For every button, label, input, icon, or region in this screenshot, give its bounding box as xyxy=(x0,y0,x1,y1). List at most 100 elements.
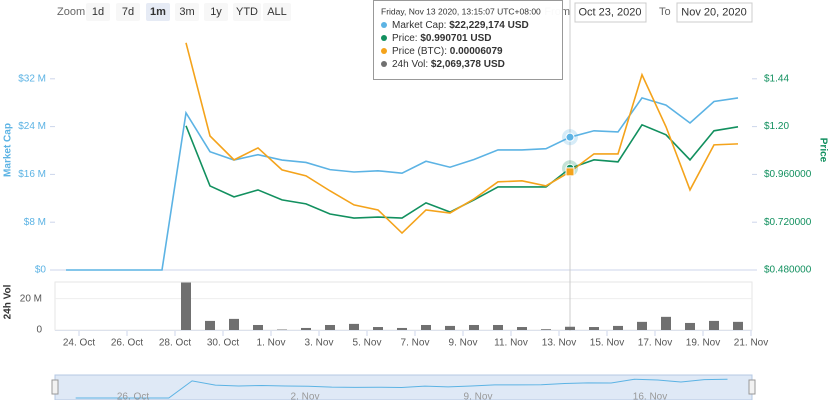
navigator-handle[interactable] xyxy=(51,379,59,395)
zoom-button-label[interactable]: 7d xyxy=(122,6,134,18)
zoom-button[interactable]: 1m xyxy=(146,3,170,21)
y2-tick-label: $0.960000 xyxy=(764,169,812,180)
volume-bar xyxy=(445,325,455,330)
to-label: To xyxy=(659,6,671,18)
tooltip-row: Price: $0.990701 USD xyxy=(392,33,492,44)
navigator-label: 26. Oct xyxy=(117,392,149,400)
zoom-button-label[interactable]: 1y xyxy=(210,6,222,18)
x-tick-label: 19. Nov xyxy=(686,338,720,349)
volume-bar xyxy=(517,327,527,330)
tooltip-label: Market Cap: xyxy=(392,20,449,31)
tooltip-label: Price (BTC): xyxy=(392,46,450,57)
zoom-button-bg[interactable] xyxy=(86,3,110,21)
volume-bar xyxy=(181,282,191,330)
volume-bar xyxy=(709,320,719,330)
series-line xyxy=(66,96,739,271)
x-tick-label: 26. Oct xyxy=(111,338,143,349)
navigator-label: 9. Nov xyxy=(464,392,493,400)
y2-tick-label: $1.20 xyxy=(764,121,789,132)
navigator[interactable]: 26. Oct 2. Nov 9. Nov 16. Nov xyxy=(51,374,756,400)
zoom-button-label[interactable]: 1m xyxy=(150,6,166,18)
zoom-button-bg[interactable] xyxy=(263,3,291,21)
x-tick-label: 21. Nov xyxy=(734,338,768,349)
zoom-button-label[interactable]: 1d xyxy=(92,6,104,18)
volume-pane xyxy=(54,281,753,331)
navigator-line xyxy=(75,378,728,399)
y2-tick-label: $0.480000 xyxy=(764,265,812,276)
tooltip-bullet xyxy=(381,61,387,67)
x-tick-label: 9. Nov xyxy=(449,338,478,349)
x-tick-label: 28. Oct xyxy=(159,338,191,349)
volume-bar xyxy=(301,327,311,330)
volume-bar xyxy=(637,321,647,330)
volume-bar xyxy=(349,323,359,330)
x-tick-label: 7. Nov xyxy=(401,338,430,349)
zoom-button[interactable]: YTD xyxy=(233,3,261,21)
tooltip-value: $2,069,378 USD xyxy=(431,59,505,70)
series-line xyxy=(185,123,739,219)
tooltip-bullet xyxy=(381,22,387,28)
zoom-label: Zoom xyxy=(57,6,85,18)
navigator-label: 16. Nov xyxy=(633,392,667,400)
y-tick-label: $24 M xyxy=(18,121,46,132)
navigator-handle[interactable] xyxy=(748,379,756,395)
zoom-button-bg[interactable] xyxy=(204,3,228,21)
x-tick-label: 24. Oct xyxy=(63,338,95,349)
y-tick-label: $8 M xyxy=(24,217,46,228)
y2-tick-label: $0.720000 xyxy=(764,217,812,228)
zoom-button-label[interactable]: 3m xyxy=(179,6,194,18)
zoom-button[interactable]: 1y xyxy=(204,3,228,21)
x-tick-label: 3. Nov xyxy=(305,338,334,349)
volume-bar xyxy=(685,322,695,330)
tooltip-row: Price (BTC): 0.00006079 xyxy=(392,46,503,57)
x-tick-label: 30. Oct xyxy=(207,338,239,349)
volume-tick-label: 20 M xyxy=(20,293,42,304)
to-date[interactable]: Nov 20, 2020 xyxy=(681,6,746,18)
volume-bar xyxy=(229,318,239,330)
volume-bar xyxy=(589,327,599,330)
volume-bar xyxy=(469,324,479,330)
zoom-button-label[interactable]: YTD xyxy=(236,6,258,18)
zoom-button[interactable]: ALL xyxy=(263,3,291,21)
date-input[interactable] xyxy=(574,2,647,23)
volume-bar xyxy=(421,324,431,330)
y2-axis-title: Price xyxy=(817,138,828,163)
zoom-button-bg[interactable] xyxy=(146,3,170,21)
zoom-button-bg[interactable] xyxy=(116,3,140,21)
tooltip-bullet xyxy=(381,48,387,54)
volume-bar xyxy=(325,324,335,330)
x-tick-label: 17. Nov xyxy=(638,338,672,349)
zoom-button-bg[interactable] xyxy=(233,3,261,21)
y-axis-title: Market Cap xyxy=(3,123,14,177)
x-tick-label: 15. Nov xyxy=(590,338,624,349)
x-tick-label: 11. Nov xyxy=(494,338,528,349)
volume-bar xyxy=(661,316,671,330)
volume-bar xyxy=(613,325,623,330)
tooltip-row: 24h Vol: $2,069,378 USD xyxy=(392,59,505,70)
x-tick-label: 5. Nov xyxy=(353,338,382,349)
volume-bar xyxy=(493,324,503,330)
tooltip-value: $22,229,174 USD xyxy=(449,20,529,31)
zoom-button[interactable]: 1d xyxy=(86,3,110,21)
y-tick-label: $32 M xyxy=(18,73,46,84)
tooltip-label: 24h Vol: xyxy=(392,59,431,70)
zoom-button[interactable]: 7d xyxy=(116,3,140,21)
hover-marker xyxy=(565,167,575,177)
volume-bar xyxy=(565,326,575,330)
zoom-button[interactable]: 3m xyxy=(175,3,199,21)
zoom-button-label[interactable]: ALL xyxy=(267,6,287,18)
x-tick-label: 1. Nov xyxy=(257,338,286,349)
y2-tick-label: $1.44 xyxy=(764,73,789,84)
navigator-label: 2. Nov xyxy=(291,392,320,400)
tooltip-value: $0.990701 USD xyxy=(420,33,491,44)
from-date[interactable]: Oct 23, 2020 xyxy=(579,6,642,18)
tooltip-value: 0.00006079 xyxy=(450,46,503,57)
tooltip-label: Price: xyxy=(392,33,420,44)
date-input[interactable] xyxy=(676,2,753,23)
tooltip-box xyxy=(373,0,563,80)
volume-bar xyxy=(253,324,263,330)
volume-tick-label: 0 xyxy=(36,325,42,336)
zoom-button-bg[interactable] xyxy=(175,3,199,21)
hover-marker xyxy=(565,132,575,142)
